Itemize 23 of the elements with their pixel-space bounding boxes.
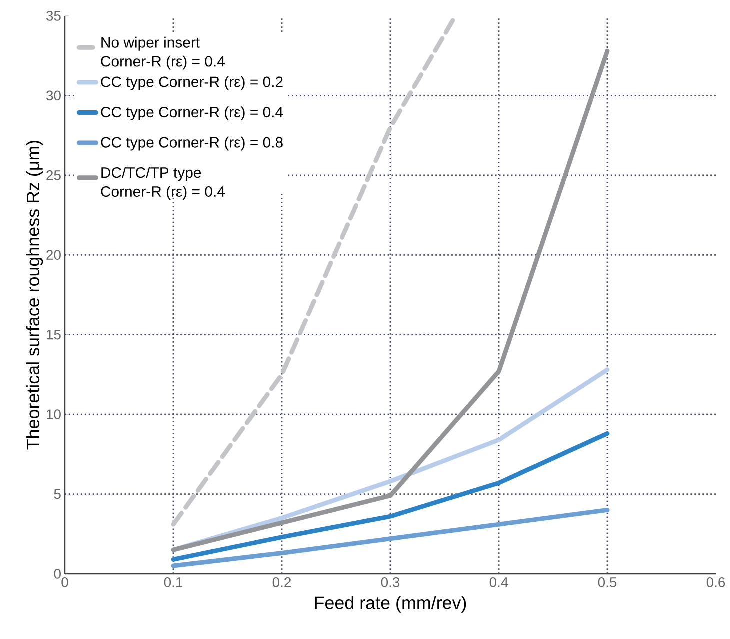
legend-label: No wiper insert Corner-R (rε) = 0.4 [101, 36, 225, 70]
line-series [171, 431, 610, 562]
y-tick-label: 30 [46, 90, 61, 101]
y-tick-label: 5 [54, 489, 61, 500]
y-tick-label: 15 [47, 330, 61, 340]
legend-label: CC type Corner-R (rε) = 0.8 [101, 136, 283, 151]
y-tick-label: 35 [46, 11, 61, 21]
legend-label: CC type Corner-R (rε) = 0.2 [101, 76, 283, 90]
x-tick-label: 0.1 [164, 577, 183, 588]
x-tick-label: 0.5 [598, 577, 617, 588]
y-tick-label: 20 [46, 250, 61, 260]
y-tick-label: 25 [46, 170, 61, 180]
x-tick-label: 0 [62, 577, 68, 588]
x-tick-label: 0.3 [381, 577, 400, 588]
y-axis-title: Theoretical surface roughness Rz (μm) [26, 140, 44, 450]
x-tick-label: 0.4 [490, 577, 508, 588]
x-tick-label: 0.2 [272, 577, 292, 588]
x-tick-label: 0.6 [706, 577, 726, 588]
legend-label: CC type Corner-R (rε) = 0.4 [101, 106, 284, 121]
y-tick-label: 0 [54, 569, 61, 579]
x-axis-title: Feed rate (mm/rev) [315, 596, 466, 613]
y-tick-label: 10 [47, 410, 61, 420]
legend-label: DC/TC/TP type Corner-R (rε) = 0.4 [101, 167, 225, 200]
